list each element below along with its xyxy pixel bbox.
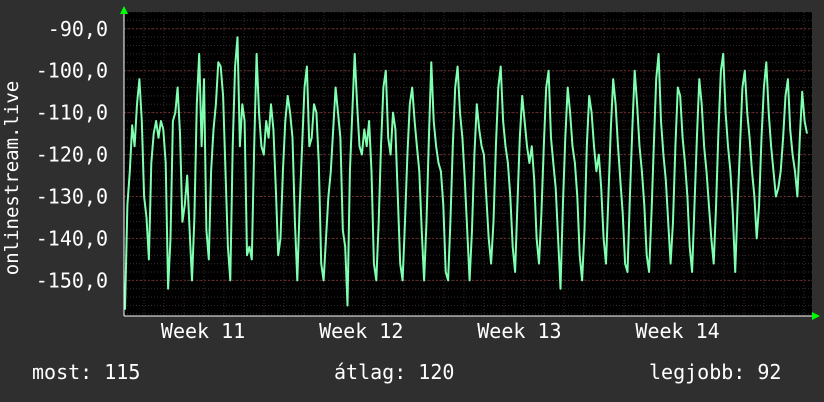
plot-area xyxy=(124,12,812,316)
y-axis-arrow xyxy=(120,6,128,14)
x-axis-arrow xyxy=(812,312,820,320)
y-tick-label: -120,0 xyxy=(36,143,108,167)
y-tick-label: -140,0 xyxy=(36,226,108,250)
chart: -90,0 -100,0 -110,0 -120,0 -130,0 -140,0 -150,… xyxy=(1,6,820,343)
y-tick-label: -90,0 xyxy=(48,17,108,41)
x-axis-ticks: Week 11 Week 12 Week 13 Week 14 xyxy=(161,319,720,343)
x-tick-label: Week 12 xyxy=(319,319,403,343)
stats-bar: most: 115 átlag: 120 legjobb: 92 xyxy=(0,360,824,390)
y-tick-label: -130,0 xyxy=(36,184,108,208)
x-tick-label: Week 11 xyxy=(161,319,245,343)
y-axis-ticks: -90,0 -100,0 -110,0 -120,0 -130,0 -140,0 -150,… xyxy=(36,17,108,293)
current-value: most: 115 xyxy=(32,360,141,384)
x-tick-label: Week 13 xyxy=(477,319,561,343)
best-value: legjobb: 92 xyxy=(649,360,782,384)
y-tick-label: -110,0 xyxy=(36,101,108,125)
y-tick-label: -100,0 xyxy=(36,59,108,83)
average-value: átlag: 120 xyxy=(334,360,455,384)
y-tick-label: -150,0 xyxy=(36,268,108,292)
series-line xyxy=(124,36,808,310)
x-tick-label: Week 14 xyxy=(635,319,719,343)
y-axis-label: onlinestream.live xyxy=(1,81,23,275)
